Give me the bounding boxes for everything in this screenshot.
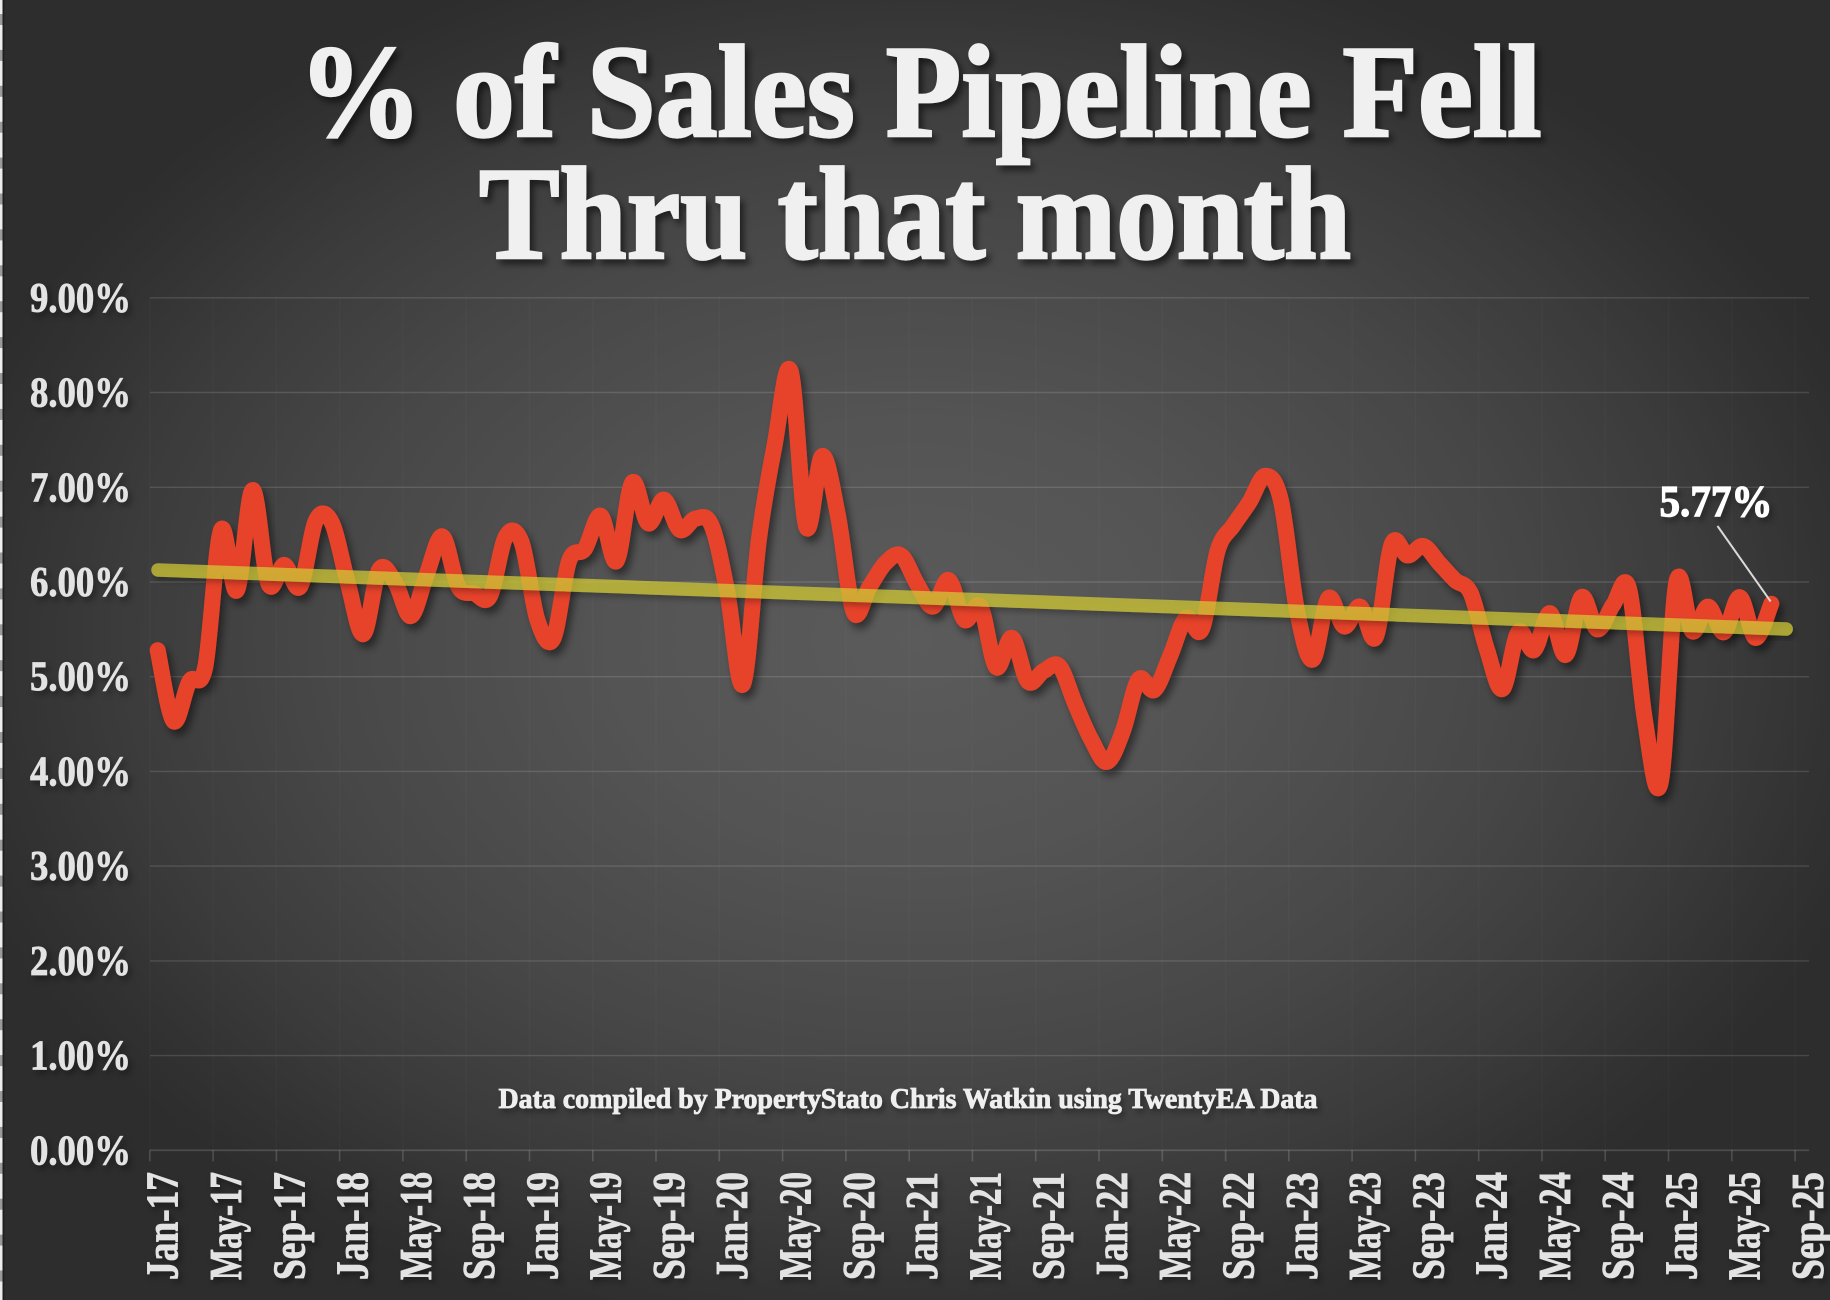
svg-text:8.00%: 8.00%: [30, 371, 131, 417]
svg-text:Jan-24: Jan-24: [1466, 1172, 1517, 1280]
svg-text:May-25: May-25: [1719, 1172, 1770, 1280]
svg-text:Sep-25: Sep-25: [1782, 1172, 1830, 1280]
svg-text:Jan-17: Jan-17: [137, 1172, 188, 1280]
svg-text:Jan-23: Jan-23: [1276, 1172, 1327, 1280]
svg-text:May-19: May-19: [580, 1172, 631, 1280]
svg-text:2.00%: 2.00%: [30, 939, 131, 985]
svg-text:% of Sales Pipeline Fell: % of Sales Pipeline Fell: [299, 18, 1542, 165]
svg-text:May-22: May-22: [1149, 1172, 1200, 1280]
svg-text:0.00%: 0.00%: [30, 1128, 131, 1174]
svg-text:May-18: May-18: [390, 1172, 441, 1280]
svg-text:4.00%: 4.00%: [30, 749, 131, 795]
svg-text:7.00%: 7.00%: [30, 465, 131, 511]
svg-text:Sep-17: Sep-17: [263, 1172, 314, 1280]
svg-text:6.00%: 6.00%: [30, 560, 131, 606]
svg-text:May-24: May-24: [1529, 1172, 1580, 1280]
svg-text:Jan-18: Jan-18: [327, 1172, 378, 1280]
svg-text:May-20: May-20: [770, 1172, 821, 1280]
svg-text:Sep-20: Sep-20: [833, 1172, 884, 1280]
svg-text:5.77%: 5.77%: [1660, 477, 1773, 526]
svg-text:Sep-24: Sep-24: [1592, 1172, 1643, 1280]
svg-text:9.00%: 9.00%: [30, 276, 131, 322]
svg-text:Sep-21: Sep-21: [1023, 1172, 1074, 1280]
svg-text:Sep-18: Sep-18: [453, 1172, 504, 1280]
svg-text:Jan-25: Jan-25: [1655, 1172, 1706, 1280]
svg-text:May-23: May-23: [1339, 1172, 1390, 1280]
svg-text:Jan-20: Jan-20: [706, 1172, 757, 1280]
svg-text:Data compiled by PropertyStato: Data compiled by PropertyStato Chris Wat…: [499, 1084, 1318, 1115]
svg-text:1.00%: 1.00%: [30, 1034, 131, 1080]
svg-text:Jan-22: Jan-22: [1086, 1172, 1137, 1280]
svg-text:May-17: May-17: [200, 1172, 251, 1280]
svg-text:May-21: May-21: [959, 1172, 1010, 1280]
svg-text:Sep-19: Sep-19: [643, 1172, 694, 1280]
svg-text:5.00%: 5.00%: [30, 655, 131, 701]
svg-text:Sep-22: Sep-22: [1213, 1172, 1264, 1280]
svg-text:Thru that month: Thru that month: [479, 140, 1351, 287]
svg-text:Jan-19: Jan-19: [516, 1172, 567, 1280]
svg-text:3.00%: 3.00%: [30, 844, 131, 890]
svg-text:Sep-23: Sep-23: [1402, 1172, 1453, 1280]
svg-text:Jan-21: Jan-21: [896, 1172, 947, 1280]
